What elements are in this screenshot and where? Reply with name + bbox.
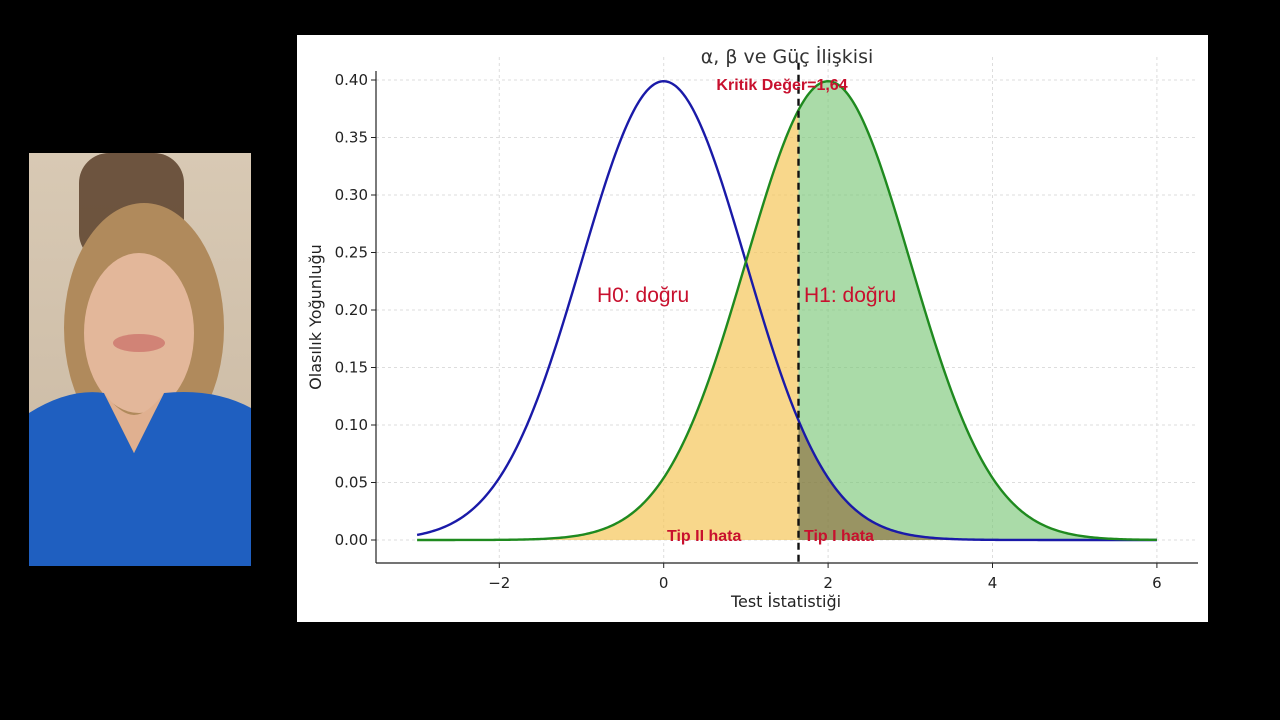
x-tick-label: 6 <box>1152 574 1162 592</box>
tick-labels: −2 0 2 4 6 0.00 0.05 0.10 0.15 0.20 0.25 0.30 0.35 0.… <box>335 71 1162 592</box>
chart-title: α, β ve Güç İlişkisi <box>701 45 874 68</box>
axes <box>375 71 1198 564</box>
y-tick-label: 0.30 <box>335 186 368 204</box>
alpha-beta-power-chart: −2 0 2 4 6 0.00 0.05 0.10 0.15 0.20 0.25 0.30 0.35 0.… <box>306 45 1198 611</box>
x-tick-label: 2 <box>823 574 833 592</box>
type-two-error-annotation: Tip II hata <box>667 528 741 545</box>
presenter-webcam <box>29 153 251 566</box>
y-tick-label: 0.35 <box>335 129 368 147</box>
y-tick-label: 0.00 <box>335 531 368 549</box>
y-tick-label: 0.10 <box>335 416 368 434</box>
h1-distribution-curve <box>417 80 1157 542</box>
power-region-fill <box>798 81 1157 541</box>
h1-series-label: H1: doğru <box>804 284 896 307</box>
y-tick-label: 0.20 <box>335 301 368 319</box>
critical-value-annotation: Kritik Değer=1,64 <box>716 77 847 94</box>
y-tick-label: 0.15 <box>335 359 368 377</box>
x-tick-label: 4 <box>988 574 998 592</box>
presenter-video-icon <box>29 153 251 566</box>
y-axis-label: Olasılık Yoğunluğu <box>306 244 325 390</box>
h0-distribution-curve <box>416 80 1157 542</box>
chart-slide: −2 0 2 4 6 0.00 0.05 0.10 0.15 0.20 0.25 0.30 0.35 0.… <box>297 35 1208 622</box>
y-tick-label: 0.25 <box>335 244 368 262</box>
x-tick-label: 0 <box>659 574 669 592</box>
y-tick-label: 0.40 <box>335 71 368 89</box>
x-axis-label: Test İstatistiği <box>730 592 841 611</box>
type-one-error-annotation: Tip I hata <box>804 528 874 545</box>
x-tick-label: −2 <box>488 574 510 592</box>
h0-series-label: H0: doğru <box>597 284 689 307</box>
beta-region-fill <box>417 110 799 540</box>
y-tick-label: 0.05 <box>335 474 368 492</box>
alpha-region-fill <box>798 420 1157 540</box>
